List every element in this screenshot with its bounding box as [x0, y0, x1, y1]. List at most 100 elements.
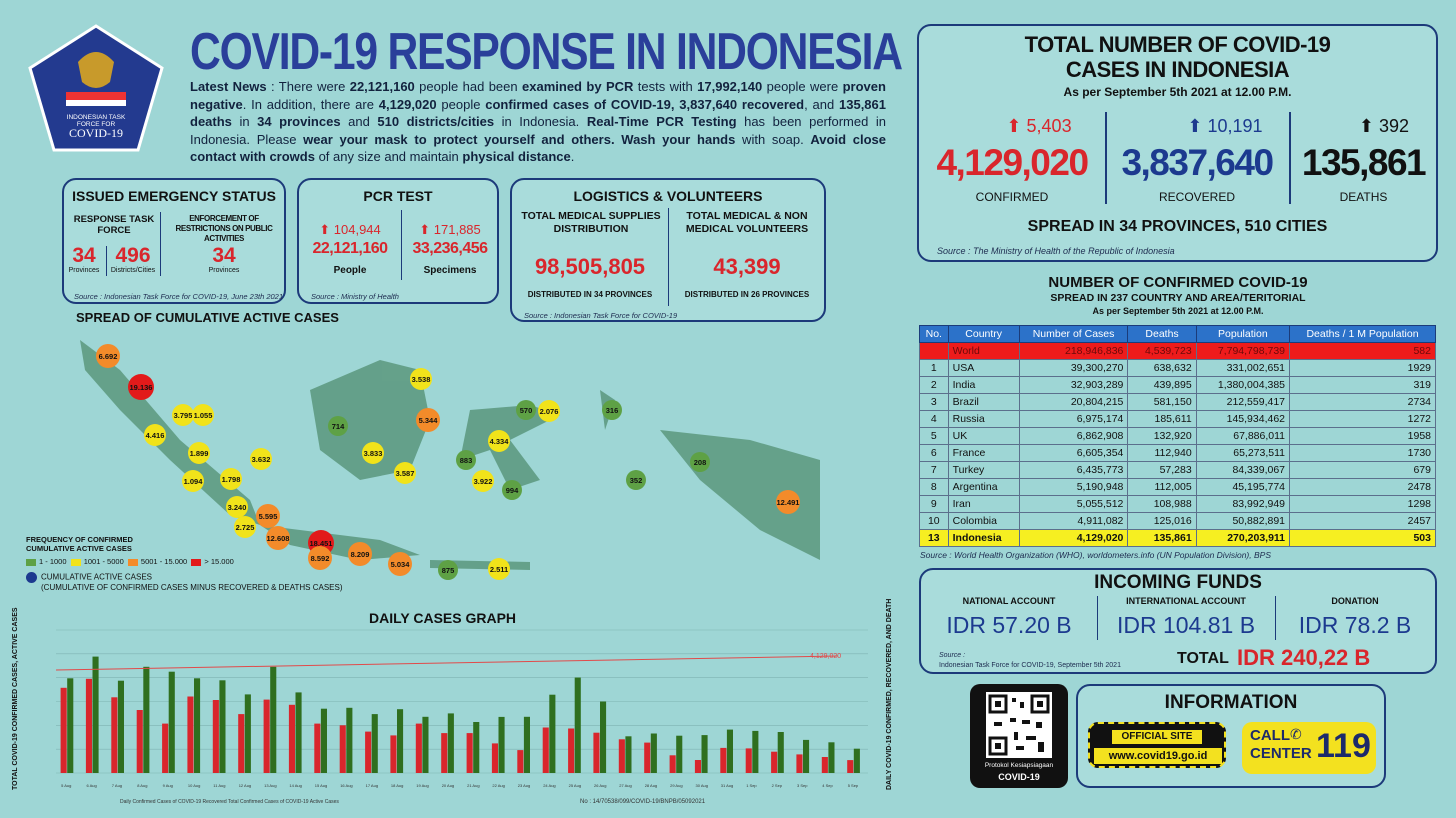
table-row: 8 Argentina 5,190,948 112,005 45,195,774 2478: [919, 478, 1436, 496]
col-country: Country: [947, 325, 1020, 343]
funds-source-2: Indonesian Task Force for COVID-19, Sept…: [939, 662, 1121, 669]
indonesia-map: 6.692 19.136 3.795 1.055 4.416 1.899 3.632 1.09…: [60, 330, 840, 590]
x-tick-label: 23 Aug: [518, 783, 530, 788]
row-no: 9: [919, 495, 949, 513]
world-subtitle: SPREAD IN 237 COUNTRY AND AREA/TERITORIA…: [1050, 292, 1306, 304]
row-cases: 6,862,908: [1018, 427, 1129, 445]
recovered-bar: [244, 694, 251, 773]
x-tick-label: 27 Aug: [619, 783, 631, 788]
supplies-title: TOTAL MEDICAL SUPPLIES DISTRIBUTION: [521, 210, 661, 235]
cumulative-dot-icon: [26, 572, 37, 583]
cumulative-label: CUMULATIVE ACTIVE CASES: [41, 572, 152, 582]
map-legend: FREQUENCY OF CONFIRMED CUMULATIVE ACTIVE…: [26, 535, 343, 592]
confirmed-bar: [491, 743, 498, 773]
row-country: India: [947, 376, 1020, 394]
row-deaths: 4,539,723: [1127, 342, 1197, 360]
deaths-total: 135,861: [1301, 142, 1427, 183]
row-no: 5: [919, 427, 949, 445]
row-population: 270,203,911: [1195, 529, 1291, 547]
x-tick-label: 11 Aug: [213, 783, 225, 788]
official-site-label: OFFICIAL SITE: [1112, 730, 1202, 744]
x-tick-label: 20 Aug: [442, 783, 454, 788]
world-asof: As per September 5th 2021 at 12.00 P.M.: [1092, 306, 1264, 316]
x-tick-label: 26 Aug: [594, 783, 606, 788]
volunteers-title: TOTAL MEDICAL & NON MEDICAL VOLUNTEERS: [685, 210, 809, 235]
confirmed-bar: [314, 723, 321, 773]
row-deaths: 125,016: [1127, 512, 1197, 530]
x-tick-label: 29 Aug: [670, 783, 682, 788]
recovered-increase: ⬆ 10,191: [1187, 116, 1263, 136]
row-cases: 32,903,289: [1018, 376, 1129, 394]
x-tick-label: 12 Aug: [239, 783, 251, 788]
x-tick-label: 17 Aug: [366, 783, 378, 788]
row-cases: 5,190,948: [1018, 478, 1129, 496]
emergency-title: ISSUED EMERGENCY STATUS: [72, 188, 276, 204]
call-center-button[interactable]: CALL ✆ CENTER 119: [1242, 722, 1376, 774]
recovered-bar: [219, 680, 226, 773]
recovered-bar: [346, 707, 353, 773]
row-population: 331,002,651: [1195, 359, 1291, 377]
row-deaths-per-million: 1929: [1289, 359, 1436, 377]
map-case-marker: 875: [438, 560, 458, 580]
confirmed-bar: [212, 700, 219, 773]
qr-card[interactable]: Protokol Kesiapsiagaan COVID-19: [970, 684, 1068, 788]
supplies-value: 98,505,805: [534, 254, 646, 279]
map-case-marker: 8.209: [348, 542, 372, 566]
recovered-bar: [600, 701, 607, 773]
map-case-marker: 3.587: [394, 462, 416, 484]
map-case-marker: 5.034: [388, 552, 412, 576]
table-row: 10 Colombia 4,911,082 125,016 50,882,891 2457: [919, 512, 1436, 530]
qr-code-icon[interactable]: [986, 692, 1052, 758]
row-no: 1: [919, 359, 949, 377]
col-deaths-per-million: Deaths / 1 M Population: [1289, 325, 1436, 343]
table-row: 9 Iran 5,055,512 108,988 83,992,949 1298: [919, 495, 1436, 513]
call-center-number[interactable]: 119: [1316, 727, 1371, 765]
graph-left-axis-label: TOTAL COVID-19 CONFIRMED CASES, ACTIVE C…: [12, 607, 19, 790]
row-no: 2: [919, 376, 949, 394]
confirmed-bar: [136, 710, 143, 773]
x-tick-label: 30 Aug: [696, 783, 708, 788]
row-country: World: [947, 342, 1020, 360]
confirmed-bar: [745, 748, 752, 773]
official-site-button[interactable]: OFFICIAL SITE www.covid19.go.id: [1088, 722, 1226, 768]
official-site-url[interactable]: www.covid19.go.id: [1094, 748, 1222, 764]
row-no: 4: [919, 410, 949, 428]
table-row: 6 France 6,605,354 112,940 65,273,511 1730: [919, 444, 1436, 462]
emergency-districts-count: 496: [115, 244, 151, 267]
confirmed-bar: [847, 760, 854, 773]
row-population: 1,380,004,385: [1195, 376, 1291, 394]
col-cases: Number of Cases: [1018, 325, 1129, 343]
x-tick-label: 31 Aug: [721, 783, 733, 788]
row-deaths-per-million: 1298: [1289, 495, 1436, 513]
x-tick-label: 28 Aug: [645, 783, 657, 788]
row-population: 145,934,462: [1195, 410, 1291, 428]
map-case-marker: 714: [328, 416, 348, 436]
x-tick-label: 18 Aug: [391, 783, 403, 788]
graph-legend: Daily Confirmed Cases of COVID-19 Recove…: [120, 799, 339, 805]
confirmed-bar: [568, 728, 575, 773]
legend-swatch-orange: [127, 558, 138, 566]
recovered-bar: [828, 742, 835, 773]
recovered-bar: [397, 709, 404, 773]
funds-total-label: TOTAL: [1177, 650, 1229, 667]
x-tick-label: 13 Aug: [264, 783, 276, 788]
recovered-bar: [549, 694, 556, 773]
donation-value: IDR 78.2 B: [1298, 612, 1412, 638]
emergency-status-panel: ISSUED EMERGENCY STATUS RESPONSE TASK FO…: [62, 178, 286, 304]
up-arrow-icon: ⬆: [1006, 116, 1022, 136]
row-no: [919, 342, 949, 360]
map-case-marker: 883: [456, 450, 476, 470]
table-row: 13 Indonesia 4,129,020 135,861 270,203,911 50…: [919, 529, 1436, 547]
total-annotation: 4,129,020: [810, 653, 841, 660]
row-population: 65,273,511: [1195, 444, 1291, 462]
recovered-bar: [143, 666, 150, 773]
recovered-bar: [473, 722, 480, 773]
row-country: Turkey: [947, 461, 1020, 479]
recovered-bar: [498, 716, 505, 773]
x-tick-label: 4 Sep: [822, 783, 833, 788]
map-case-marker: 2.725: [234, 516, 256, 538]
recovered-bar: [194, 678, 201, 773]
col-deaths: Deaths: [1127, 325, 1197, 343]
confirmed-bar: [466, 733, 473, 773]
qr-caption-1: Protokol Kesiapsiagaan: [984, 762, 1054, 769]
